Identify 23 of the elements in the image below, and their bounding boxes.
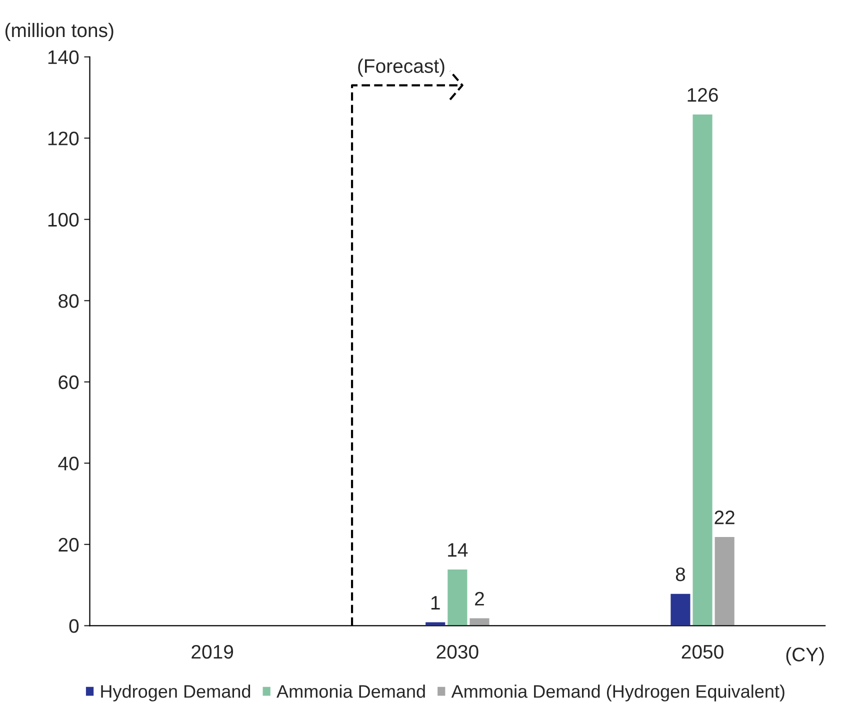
y-axis-title: (million tons) <box>5 22 114 42</box>
y-tick-label: 120 <box>48 132 79 146</box>
x-tick-label: 2030 <box>436 644 478 659</box>
x-axis-title: (CY) <box>786 647 824 666</box>
data-label: 8 <box>676 567 686 582</box>
legend-label: Hydrogen Demand <box>101 684 250 702</box>
x-tick-label: 2019 <box>192 644 234 659</box>
y-tick-label: 80 <box>58 294 79 308</box>
y-tick-label: 100 <box>48 212 79 227</box>
y-tick-label: 60 <box>58 375 79 390</box>
data-label: 126 <box>688 88 718 102</box>
annotation: (Forecast) <box>358 58 444 77</box>
y-tick-label: 0 <box>69 619 79 633</box>
data-label: 2 <box>475 592 484 606</box>
legend-label: Ammonia Demand (Hydrogen Equivalent) <box>451 684 784 702</box>
y-tick-label: 140 <box>48 50 79 64</box>
legend-label: Ammonia Demand <box>276 684 425 698</box>
data-label: 22 <box>714 510 734 524</box>
data-label: 1 <box>431 596 440 610</box>
y-tick-label: 40 <box>58 456 79 470</box>
x-tick-label: 2050 <box>682 644 724 659</box>
data-label: 14 <box>448 543 468 557</box>
y-tick-label: 20 <box>58 538 79 552</box>
